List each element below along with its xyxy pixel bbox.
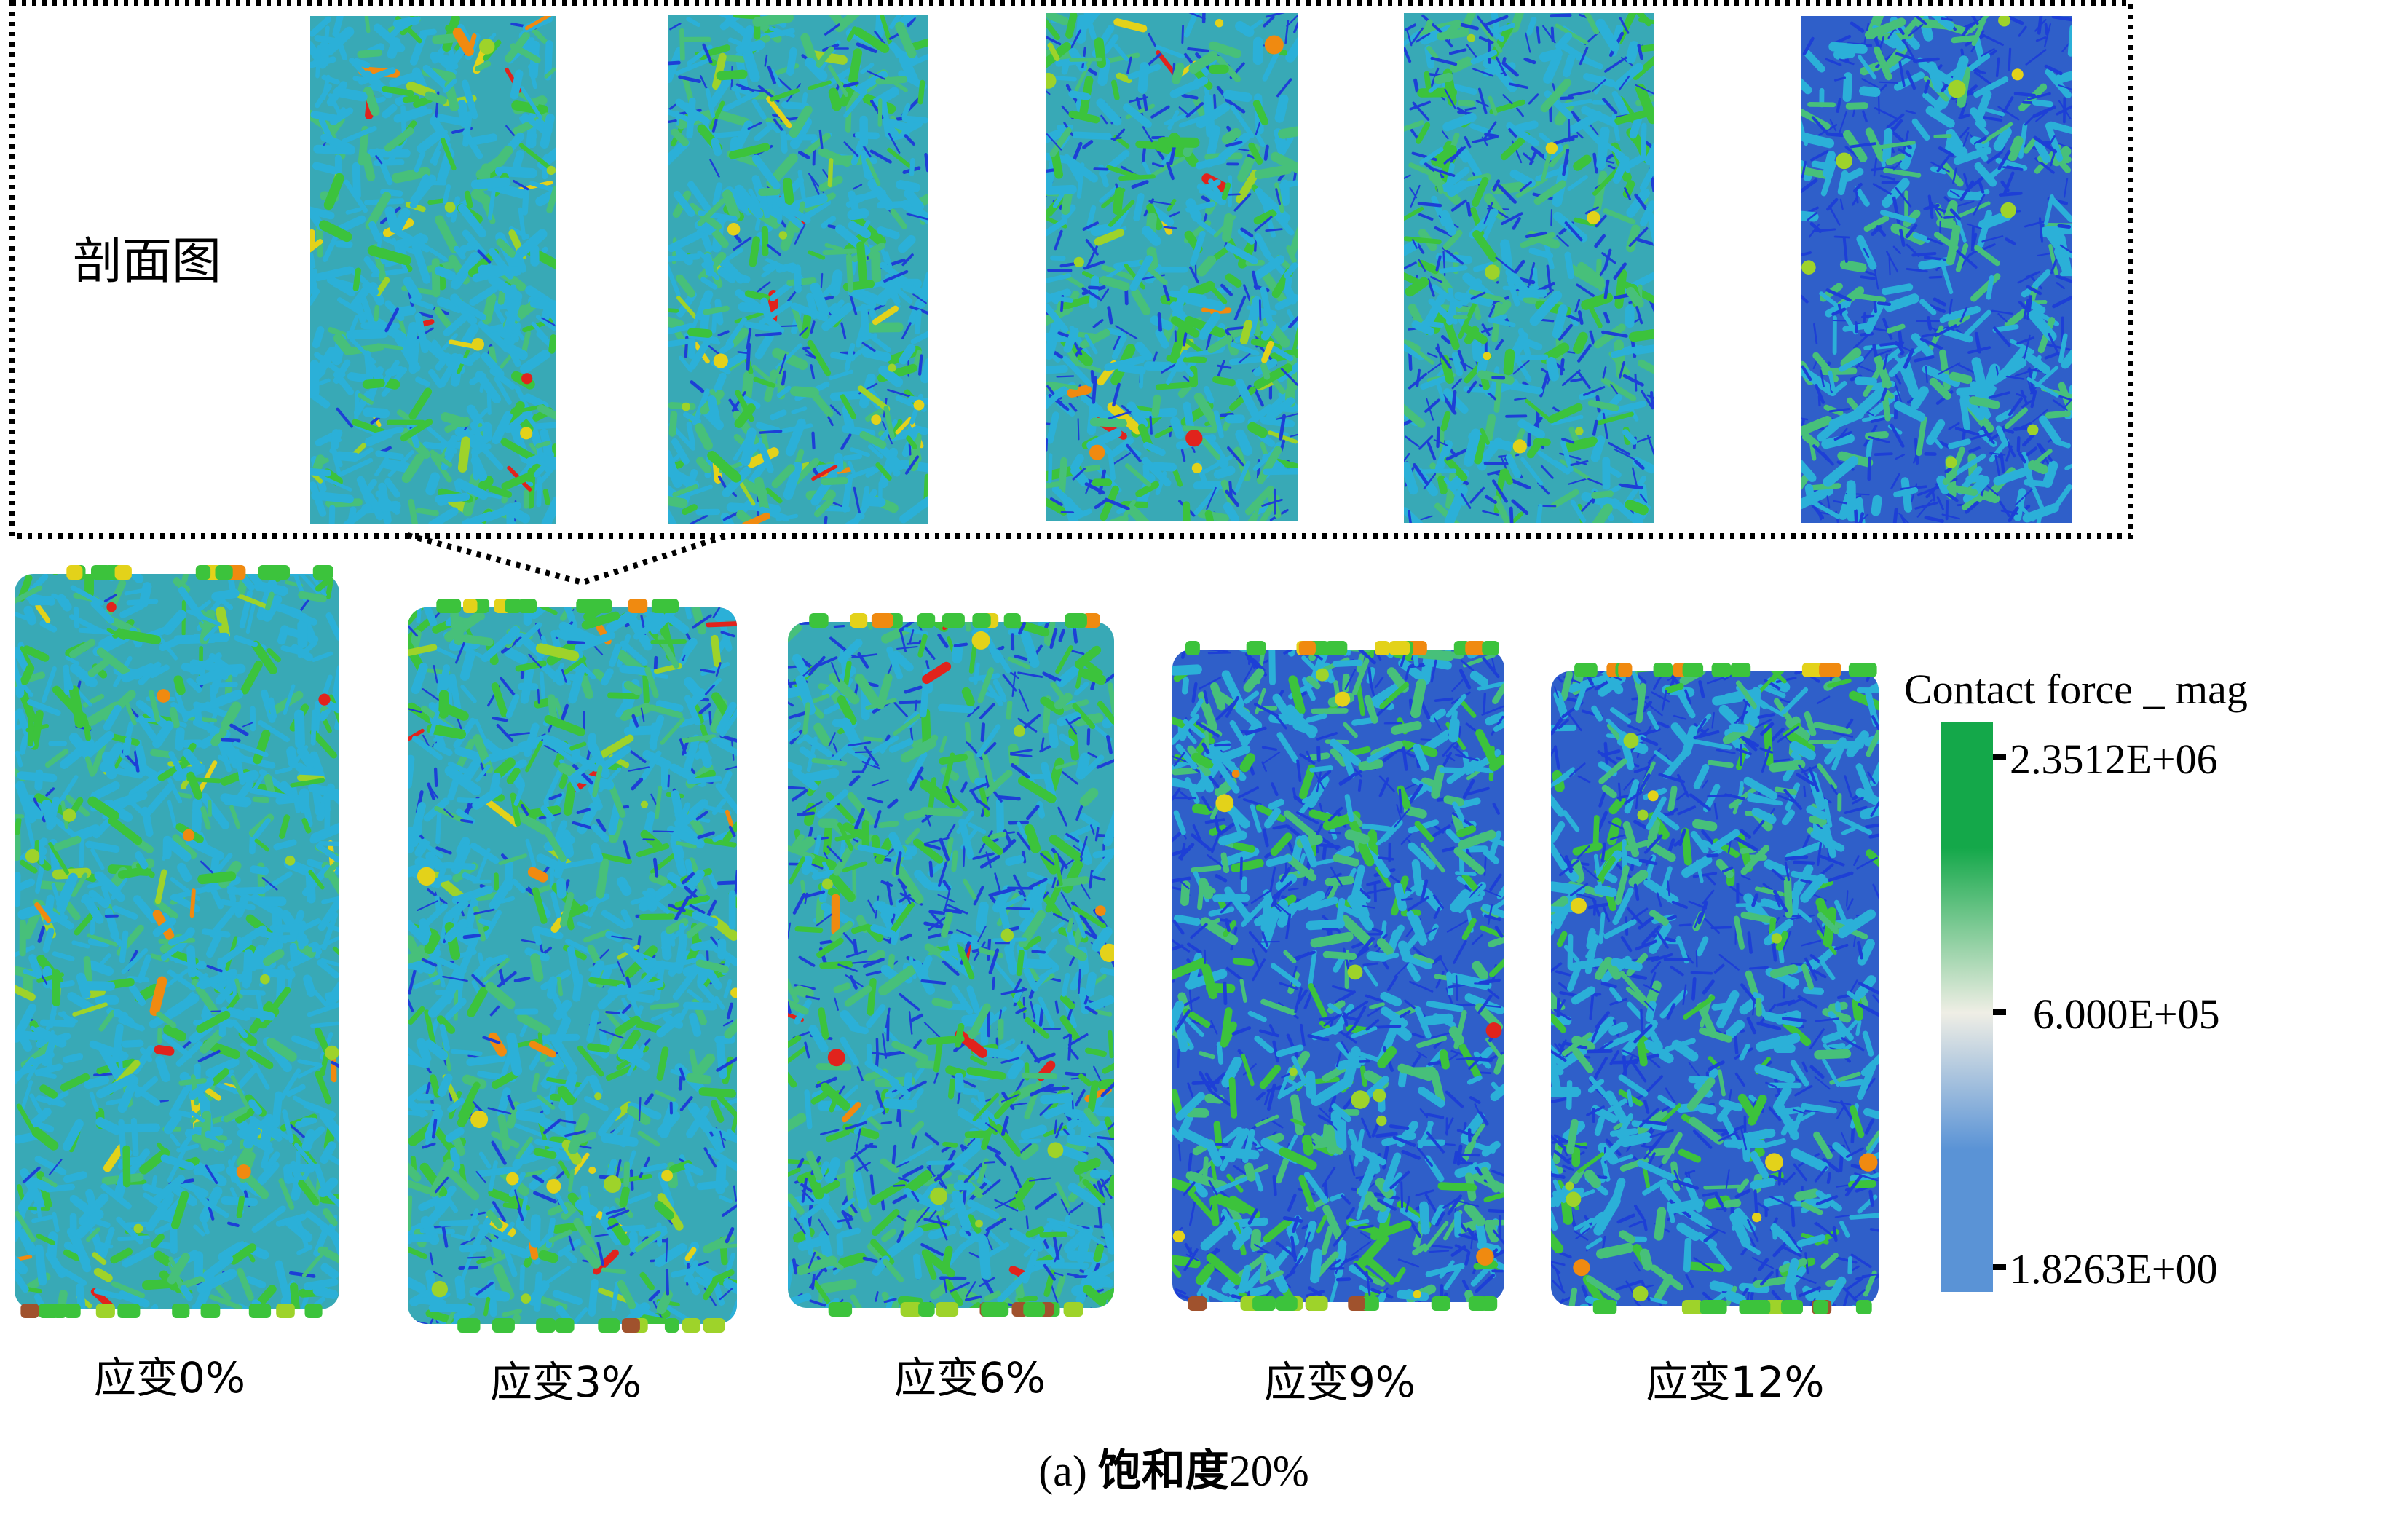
cylinder-view-1 (408, 599, 737, 1333)
cylinder-views (15, 565, 1879, 1333)
strain-label-3: 应变3% (490, 1357, 642, 1407)
colorbar-title: Contact force _ mag (1904, 666, 2248, 713)
cylinder-view-2 (788, 613, 1114, 1317)
section-view-3 (1404, 13, 1654, 523)
section-view-4 (1801, 16, 2072, 523)
colorbar-max-label: 2.3512E+06 (2010, 736, 2218, 783)
colorbar-gradient (1941, 722, 1993, 1292)
strain-label-6: 应变6% (894, 1353, 1046, 1403)
section-view-0 (310, 16, 556, 524)
colorbar-legend: Contact force _ mag 2.3512E+06 6.000E+05… (1904, 666, 2248, 1293)
strain-labels: 应变0% 应变3% 应变6% 应变9% 应变12% (94, 1353, 1824, 1407)
colorbar-min-label: 1.8263E+00 (2010, 1245, 2218, 1293)
cylinder-view-4 (1551, 663, 1879, 1314)
cylinder-view-0 (15, 565, 339, 1318)
strain-label-12: 应变12% (1646, 1357, 1825, 1407)
section-view-frame (9, 0, 2133, 586)
section-view-1 (668, 15, 928, 524)
strain-label-0: 应变0% (94, 1353, 245, 1403)
section-view-label: 剖面图 (73, 233, 221, 291)
strain-label-9: 应变9% (1264, 1357, 1416, 1407)
section-view-2 (1046, 13, 1298, 521)
colorbar-mid-label: 6.000E+05 (2033, 990, 2220, 1038)
section-views (310, 13, 2072, 524)
figure-caption: (a) 饱和度20% (1038, 1446, 1309, 1497)
cylinder-view-3 (1172, 641, 1504, 1311)
